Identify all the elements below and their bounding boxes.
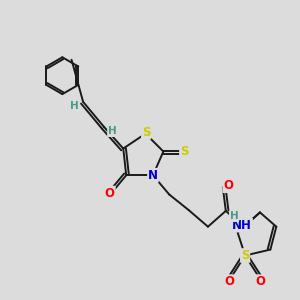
Text: NH: NH — [232, 219, 252, 232]
Text: O: O — [223, 179, 233, 192]
Text: O: O — [224, 275, 234, 288]
Text: S: S — [241, 249, 249, 262]
Text: O: O — [105, 187, 115, 200]
Text: O: O — [256, 275, 266, 288]
Text: S: S — [142, 126, 150, 139]
Text: H: H — [108, 126, 117, 136]
Text: S: S — [180, 145, 188, 158]
Text: N: N — [148, 169, 158, 182]
Text: H: H — [230, 211, 239, 221]
Text: H: H — [70, 101, 79, 111]
